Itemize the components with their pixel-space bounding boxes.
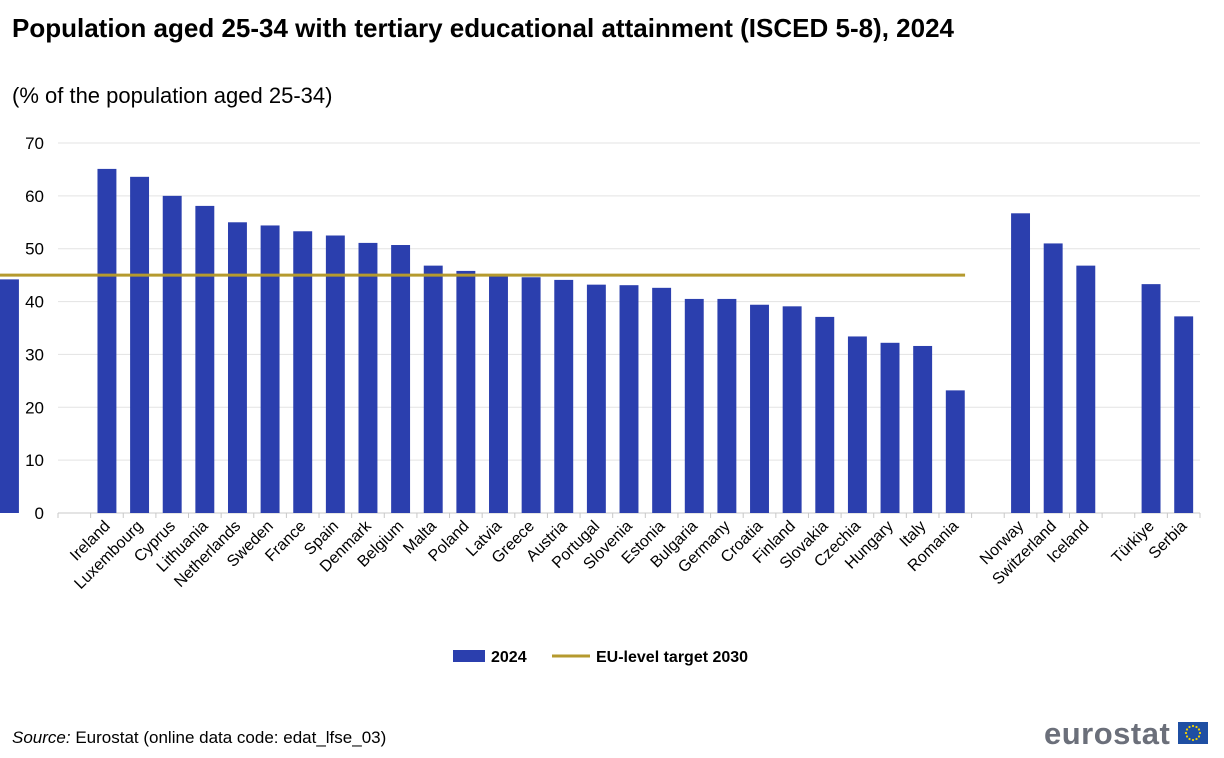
bar-bulgaria [684, 298, 704, 513]
source-label: Source: [12, 728, 71, 747]
bar-denmark [358, 242, 378, 513]
bar-iceland [1076, 265, 1096, 513]
y-tick-label: 60 [25, 187, 44, 206]
source-note: Source: Eurostat (online data code: edat… [12, 728, 386, 748]
bar-chart: 010203040506070EUIrelandLuxembourgCyprus… [0, 134, 1201, 666]
legend-label-target: EU-level target 2030 [596, 649, 748, 666]
bar-greece [521, 277, 541, 513]
source-text: Eurostat (online data code: edat_lfse_03… [75, 728, 387, 747]
bar-cyprus [162, 195, 182, 513]
y-tick-label: 40 [25, 293, 44, 312]
bar-slovenia [619, 285, 639, 513]
bar-serbia [1174, 316, 1194, 513]
bar-slovakia [815, 316, 835, 513]
y-tick-label: 70 [25, 134, 44, 153]
bar-switzerland [1043, 243, 1063, 513]
bar-lithuania [195, 205, 215, 513]
bar-croatia [750, 304, 769, 513]
eu-flag-icon [1178, 722, 1208, 744]
bar-latvia [489, 275, 508, 513]
bar-t-rkiye [1141, 284, 1161, 513]
bar-estonia [652, 287, 672, 513]
bar-eu [0, 279, 19, 513]
bar-spain [325, 235, 345, 513]
bar-sweden [260, 225, 280, 513]
y-tick-label: 50 [25, 240, 44, 259]
bar-belgium [391, 245, 411, 513]
bar-netherlands [227, 222, 247, 513]
chart-subtitle: (% of the population aged 25-34) [12, 83, 333, 108]
bar-luxembourg [130, 176, 150, 514]
bar-poland [456, 270, 476, 513]
bar-france [293, 231, 313, 513]
chart-title: Population aged 25-34 with tertiary educ… [12, 13, 955, 43]
bar-germany [717, 298, 737, 513]
logo-text: eurostat [1044, 716, 1171, 751]
y-tick-label: 30 [25, 345, 44, 364]
y-tick-label: 0 [35, 504, 44, 523]
bar-malta [423, 265, 443, 513]
bar-romania [945, 390, 965, 513]
bar-italy [913, 345, 933, 513]
bar-portugal [586, 284, 606, 513]
legend-label-2024: 2024 [491, 649, 527, 666]
legend-swatch-2024 [453, 650, 485, 662]
bar-ireland [97, 168, 117, 513]
y-tick-label: 20 [25, 398, 44, 417]
y-tick-label: 10 [25, 451, 44, 470]
bar-finland [782, 306, 802, 513]
bar-hungary [880, 342, 900, 513]
bar-norway [1011, 213, 1031, 514]
bar-austria [554, 279, 574, 513]
x-tick-label: Türkiye [1109, 518, 1158, 567]
bar-czechia [847, 336, 867, 513]
